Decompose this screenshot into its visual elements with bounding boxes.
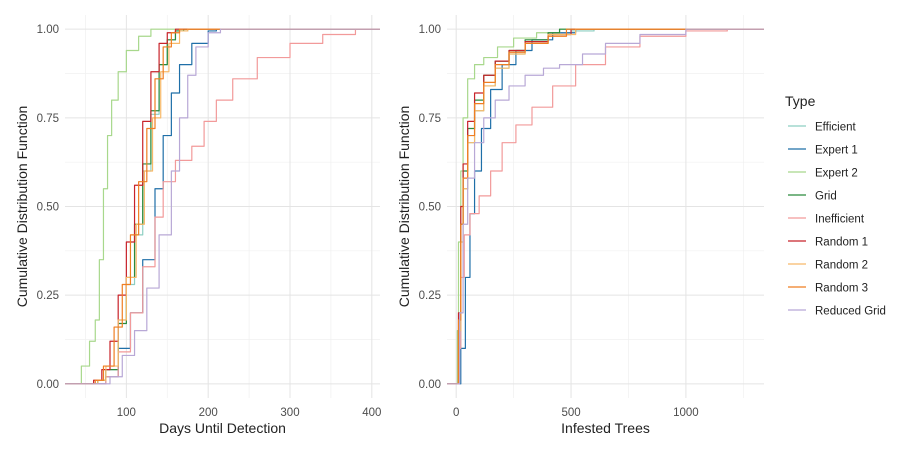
- y-tick-label: 0.75: [37, 113, 59, 125]
- legend-label-random-1: Random 1: [815, 237, 868, 249]
- legend-label-expert-1: Expert 1: [815, 145, 858, 157]
- x-tick-label: 500: [561, 407, 580, 419]
- y-tick-label: 0.00: [419, 379, 441, 391]
- legend-label-random-3: Random 3: [815, 283, 868, 295]
- y-tick-label: 0.00: [37, 379, 59, 391]
- y-tick-label: 1.00: [419, 24, 441, 36]
- y-tick-label: 0.50: [419, 202, 441, 214]
- panel-right: 0.00 0.25 0.50 0.75 1.00 0 500 1000 Infested Tre…: [396, 15, 764, 436]
- y-tick-label: 0.75: [419, 113, 441, 125]
- legend-title: Type: [785, 93, 816, 109]
- y-tick-label: 0.25: [419, 290, 441, 302]
- y-axis-title: Cumulative Distribution Function: [396, 106, 412, 308]
- y-tick-label: 0.50: [37, 202, 59, 214]
- y-tick-label: 0.25: [37, 290, 59, 302]
- legend-label-expert-2: Expert 2: [815, 168, 858, 180]
- y-tick-label: 1.00: [37, 24, 59, 36]
- legend-items: Efficient Expert 1 Expert 2 Grid Inefficient…: [788, 122, 886, 318]
- legend-label-grid: Grid: [815, 191, 837, 203]
- legend-label-reduced-grid: Reduced Grid: [815, 306, 886, 318]
- x-tick-label: 200: [199, 407, 218, 419]
- x-tick-label: 1000: [673, 407, 699, 419]
- legend-label-random-2: Random 2: [815, 260, 868, 272]
- legend-label-inefficient: Inefficient: [815, 214, 865, 226]
- x-tick-label: 300: [280, 407, 299, 419]
- panel-left: 0.00 0.25 0.50 0.75 1.00 100 200 300 400 Days Unt…: [14, 15, 381, 436]
- x-tick-label: 100: [117, 407, 136, 419]
- x-tick-label: 400: [362, 407, 381, 419]
- x-axis-title: Infested Trees: [561, 420, 650, 436]
- x-tick-label: 0: [453, 407, 459, 419]
- x-axis-title: Days Until Detection: [159, 420, 286, 436]
- y-axis-title: Cumulative Distribution Function: [14, 106, 30, 308]
- legend: Type Efficient Expert 1 Expert 2 Grid Ineffi…: [785, 93, 886, 318]
- legend-label-efficient: Efficient: [815, 122, 857, 134]
